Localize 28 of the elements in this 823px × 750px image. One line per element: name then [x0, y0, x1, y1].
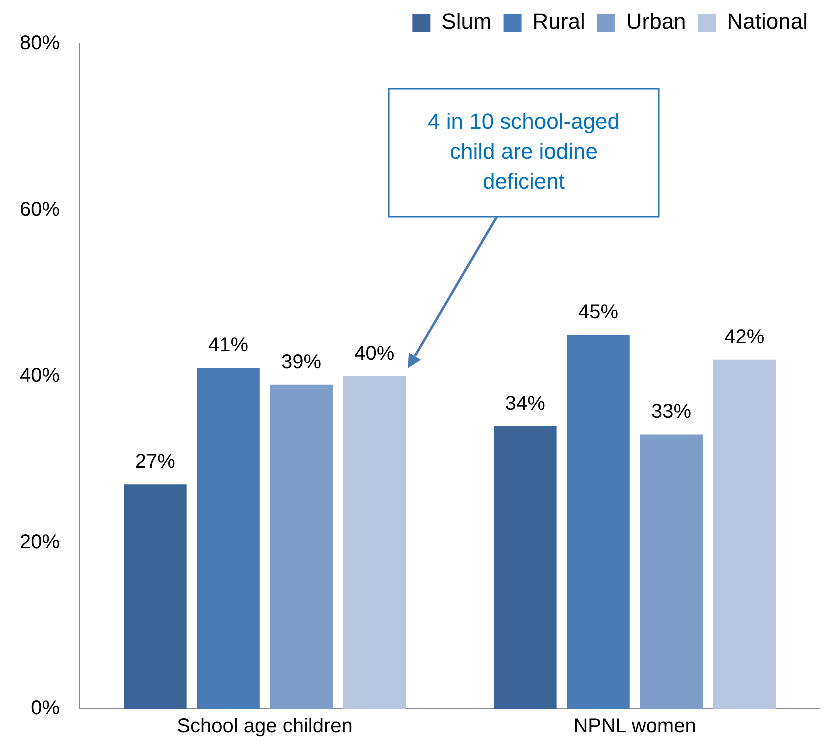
bar [270, 384, 333, 709]
bar [124, 484, 187, 709]
data-label: 33% [652, 401, 692, 424]
annotation: 4 in 10 school-aged child are iodine deficient [428, 109, 620, 194]
data-label: 39% [282, 351, 322, 374]
data-label: 40% [354, 343, 395, 366]
bar [640, 434, 703, 709]
data-label: 41% [208, 334, 249, 357]
bar [343, 376, 406, 709]
bar [494, 426, 557, 709]
bar [197, 368, 260, 709]
legend-label: Rural [532, 9, 586, 34]
data-label: 27% [135, 451, 176, 474]
y-tick-label: 80% [20, 32, 60, 55]
bar [713, 360, 776, 709]
data-label: 34% [505, 392, 546, 415]
y-tick-label: 0% [31, 698, 60, 720]
y-tick-label: 20% [20, 531, 60, 554]
x-tick-label: NPNL women [574, 716, 696, 738]
y-tick-label: 60% [20, 198, 60, 221]
data-label: 42% [724, 326, 765, 348]
y-tick-label: 40% [20, 365, 60, 388]
legend-label: National [727, 9, 808, 34]
bar [567, 334, 630, 709]
legend-label: Urban [626, 9, 686, 34]
x-tick-label: School age children [177, 716, 353, 738]
data-label: 45% [578, 301, 619, 324]
legend-label: Slum [442, 9, 492, 34]
